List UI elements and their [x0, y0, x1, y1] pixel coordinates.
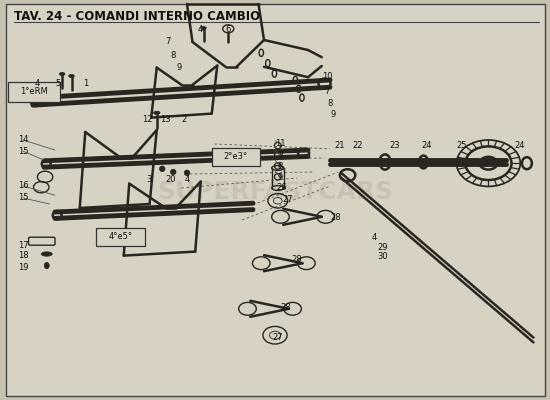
Text: 4: 4	[35, 80, 40, 88]
Ellipse shape	[201, 26, 206, 30]
Ellipse shape	[170, 169, 176, 175]
Text: SUPERFASTCARS: SUPERFASTCARS	[157, 180, 393, 204]
Text: 7: 7	[324, 88, 330, 96]
Ellipse shape	[59, 72, 65, 76]
FancyBboxPatch shape	[29, 237, 55, 245]
Text: 18: 18	[18, 252, 29, 260]
Text: 3: 3	[146, 176, 151, 184]
Text: 27: 27	[272, 334, 283, 342]
Text: 1: 1	[82, 80, 88, 88]
Text: 27: 27	[283, 196, 294, 204]
Text: 16: 16	[18, 182, 29, 190]
Text: 10: 10	[322, 72, 333, 81]
Text: 8: 8	[170, 51, 176, 60]
Text: 2°e3°: 2°e3°	[224, 152, 248, 161]
Text: 28: 28	[280, 304, 292, 312]
Text: 2: 2	[182, 116, 187, 124]
Text: TAV. 24 - COMANDI INTERNO CAMBIO: TAV. 24 - COMANDI INTERNO CAMBIO	[14, 10, 260, 23]
Text: 19: 19	[18, 264, 29, 272]
Text: 25: 25	[456, 142, 468, 150]
Text: 20: 20	[165, 176, 176, 184]
Ellipse shape	[160, 166, 165, 172]
Text: 21: 21	[334, 142, 345, 150]
Text: 14: 14	[18, 136, 29, 144]
Text: 13: 13	[160, 116, 170, 124]
FancyBboxPatch shape	[8, 82, 60, 102]
Text: 9: 9	[330, 110, 336, 119]
Text: 4: 4	[184, 176, 190, 184]
Text: 28: 28	[292, 256, 302, 264]
Text: 23: 23	[389, 142, 400, 150]
Text: 9: 9	[278, 174, 283, 182]
Ellipse shape	[184, 170, 190, 176]
Text: 6: 6	[226, 26, 231, 34]
FancyBboxPatch shape	[96, 228, 145, 246]
Ellipse shape	[153, 111, 160, 114]
Text: 8: 8	[278, 162, 283, 171]
Text: 24: 24	[514, 142, 525, 150]
Text: 7: 7	[278, 151, 283, 160]
Text: 7: 7	[165, 38, 170, 46]
Text: 22: 22	[352, 142, 363, 150]
Ellipse shape	[69, 74, 74, 78]
Text: 11: 11	[275, 140, 286, 148]
Text: 29: 29	[377, 243, 388, 252]
Text: 5: 5	[55, 80, 60, 88]
Text: 26: 26	[276, 184, 287, 192]
Text: 30: 30	[377, 252, 388, 261]
Text: 4°e5°: 4°e5°	[108, 232, 133, 241]
Text: 4: 4	[198, 26, 204, 34]
Text: 28: 28	[330, 214, 341, 222]
Text: 15: 15	[18, 147, 29, 156]
Text: 12: 12	[142, 116, 153, 124]
FancyBboxPatch shape	[6, 4, 544, 396]
Text: 15: 15	[18, 194, 29, 202]
Text: 4: 4	[371, 234, 377, 242]
Text: 8: 8	[327, 99, 333, 108]
Text: 17: 17	[18, 242, 29, 250]
Ellipse shape	[44, 262, 50, 269]
Text: 9: 9	[176, 64, 182, 72]
Ellipse shape	[41, 252, 52, 256]
Text: 24: 24	[421, 142, 432, 150]
Text: 1°eRM: 1°eRM	[20, 88, 48, 96]
FancyBboxPatch shape	[212, 148, 260, 166]
